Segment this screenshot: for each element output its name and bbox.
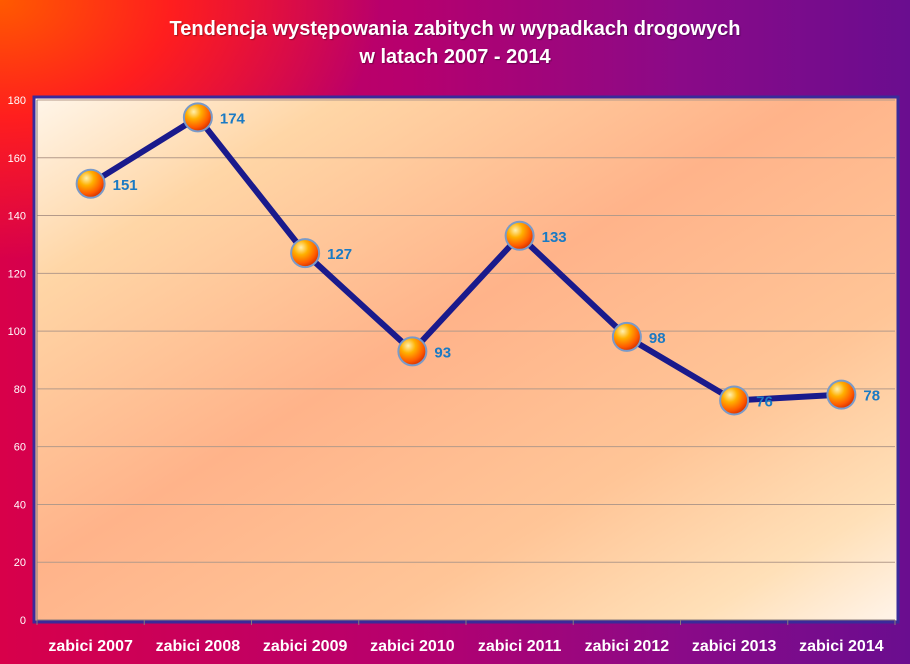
x-tick-label: zabici 2007	[48, 638, 133, 655]
y-tick-label: 80	[14, 384, 26, 396]
chart-title-line-2: w latach 2007 - 2014	[359, 46, 551, 68]
x-tick-label: zabici 2010	[370, 638, 455, 655]
y-tick-label: 60	[14, 442, 26, 454]
data-point-marker	[611, 321, 642, 352]
data-label: 133	[542, 229, 567, 246]
data-point-marker	[719, 385, 750, 416]
y-tick-label: 140	[8, 211, 26, 223]
data-point-marker	[826, 379, 857, 410]
data-point-marker	[397, 336, 428, 367]
y-tick-label: 160	[8, 153, 26, 165]
y-tick-label: 100	[8, 326, 26, 338]
data-label: 127	[327, 246, 352, 263]
x-tick-label: zabici 2009	[263, 638, 348, 655]
grid-lines	[37, 99, 895, 563]
data-point-marker	[504, 220, 535, 251]
plot-area	[32, 95, 900, 624]
data-label: 174	[220, 110, 246, 127]
x-tick-label: zabici 2012	[585, 638, 670, 655]
series-line	[87, 114, 845, 404]
data-point-marker	[290, 238, 321, 269]
y-tick-label: 20	[14, 557, 26, 569]
chart-title-line-1: Tendencja występowania zabitych w wypadk…	[169, 18, 741, 40]
y-tick-label: 40	[14, 499, 26, 511]
y-tick-label: 120	[8, 268, 26, 280]
data-label: 151	[113, 177, 138, 194]
data-point-marker	[182, 102, 213, 133]
data-label: 93	[434, 344, 451, 361]
x-tick-label: zabici 2014	[799, 638, 884, 655]
x-tick-label: zabici 2013	[692, 638, 777, 655]
data-label: 76	[756, 393, 773, 410]
series-layer: 151 174 127 93 133 98 76 78	[75, 102, 880, 416]
x-tick-label: zabici 2008	[156, 638, 241, 655]
data-label: 98	[649, 330, 666, 347]
data-point-marker	[75, 168, 106, 199]
data-label: 78	[863, 388, 880, 405]
axes: 0 20 40 60 80 100 120 140 160 180 zabici 2007 zabic…	[8, 95, 896, 655]
y-tick-label: 180	[8, 95, 26, 107]
y-tick-label: 0	[20, 615, 26, 627]
x-tick-label: zabici 2011	[478, 638, 562, 655]
